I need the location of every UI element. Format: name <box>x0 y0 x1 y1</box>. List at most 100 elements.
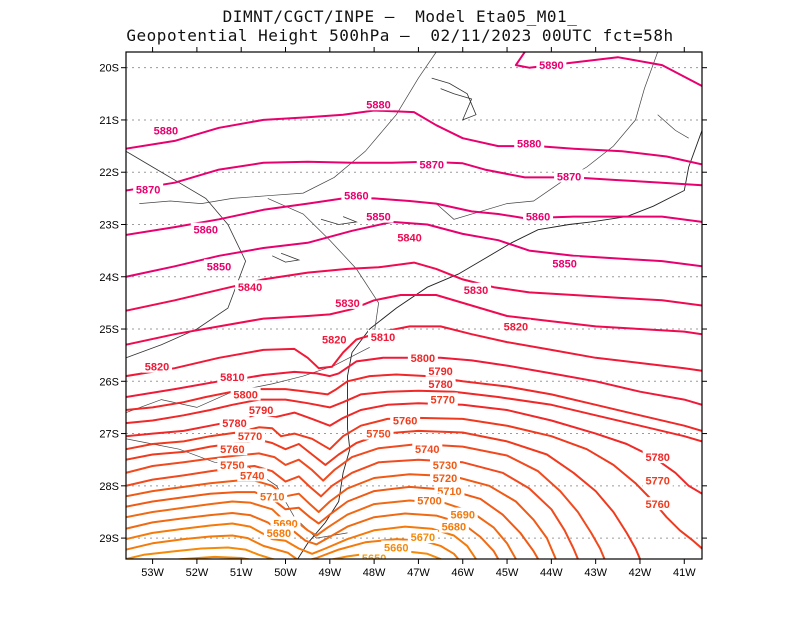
contour-label: 5650 <box>362 553 386 565</box>
contour-label-bg <box>246 403 277 417</box>
contour-label: 5820 <box>322 334 346 346</box>
contour-label: 5730 <box>433 460 457 472</box>
lat-tick-label: 28S <box>99 481 119 493</box>
contour-label: 5680 <box>267 528 291 540</box>
contour-label-bg <box>414 493 445 507</box>
contour-label: 5860 <box>194 225 218 237</box>
contour-label-bg <box>363 209 394 223</box>
state-border <box>139 52 437 204</box>
contour-label: 5680 <box>442 522 466 534</box>
contour-label-bg <box>341 188 372 202</box>
contour-label: 5800 <box>411 353 435 365</box>
lon-tick-label: 49W <box>319 567 342 579</box>
contour-label-bg <box>407 350 438 364</box>
contour-label-bg <box>217 457 248 471</box>
contour-line-5720 <box>126 485 540 559</box>
lat-tick-label: 25S <box>99 324 119 336</box>
contour-label-bg <box>363 426 394 440</box>
contour-label-bg <box>219 416 250 430</box>
contour-line-5790 <box>126 389 702 443</box>
contour-label-bg <box>549 256 580 270</box>
contour-label-bg <box>514 136 545 150</box>
contour-label-bg <box>642 450 673 464</box>
contour-label-bg <box>367 329 398 343</box>
contour-label-bg <box>319 332 350 346</box>
latitude-axis: 20S 21S 22S 23S 24S 25S 26S 27S 28S 29S <box>99 63 707 545</box>
contour-label: 5840 <box>238 282 262 294</box>
contour-label: 5780 <box>645 452 669 464</box>
contour-label: 5770 <box>431 395 455 407</box>
contour-label: 5790 <box>249 405 273 417</box>
contour-line-5860 <box>126 197 702 236</box>
lon-tick-label: 42W <box>629 567 652 579</box>
contour-label: 5820 <box>145 362 169 374</box>
contour-label-bg <box>500 319 531 333</box>
contour-label: 5710 <box>260 491 284 503</box>
lon-tick-label: 46W <box>451 567 474 579</box>
contour-label: 5860 <box>526 212 550 224</box>
lon-tick-label: 43W <box>584 567 607 579</box>
contour-label-bg <box>332 295 363 309</box>
contour-label-bg <box>642 497 673 511</box>
contour-label-bg <box>425 363 456 377</box>
longitude-axis: 53W 52W 51W 50W 49W 48W 47W 46W 45W 44W 43W 42W 41W <box>141 47 696 579</box>
lon-tick-label: 50W <box>274 567 297 579</box>
lat-tick-label: 20S <box>99 63 119 75</box>
contour-label: 5850 <box>207 261 231 273</box>
contour-label: 5880 <box>154 125 178 137</box>
contour-label-bg <box>235 429 266 443</box>
contour-label: 5810 <box>220 372 244 384</box>
contour-label-bg <box>642 473 673 487</box>
contour-label: 5850 <box>552 259 576 271</box>
lake-outline <box>431 77 477 121</box>
contour-label: 5790 <box>428 366 452 378</box>
contour-label-bg <box>190 222 221 236</box>
lake-outline <box>272 252 301 263</box>
contour-label-bg <box>359 550 390 559</box>
contour-label: 5830 <box>335 298 359 310</box>
contour-label-bg <box>430 470 461 484</box>
contour-line-5690 <box>126 522 477 559</box>
contour-line-5730 <box>126 473 557 559</box>
contour-label: 5870 <box>557 171 581 183</box>
contour-labels: 5890 5880 5880 5880 5870 5870 5870 5860 5860 5860… <box>133 58 673 565</box>
contour-label-bg <box>363 97 394 111</box>
contour-label: 5750 <box>366 429 390 441</box>
contour-label: 5870 <box>136 184 160 196</box>
contour-label-bg <box>257 489 288 503</box>
contour-label: 5890 <box>539 60 563 72</box>
contour-label-bg <box>230 387 261 401</box>
contour-label-bg <box>461 282 492 296</box>
lat-tick-label: 26S <box>99 376 119 388</box>
lon-tick-label: 45W <box>496 567 519 579</box>
contour-line-5830 <box>126 294 702 346</box>
contour-label-bg <box>394 230 425 244</box>
contour-label: 5840 <box>397 233 421 245</box>
contour-label-bg <box>407 530 438 544</box>
contour-label-bg <box>416 157 447 171</box>
lon-tick-label: 41W <box>673 567 696 579</box>
contour-label-bg <box>427 392 458 406</box>
contour-label-bg <box>217 370 248 384</box>
lat-tick-label: 23S <box>99 219 119 231</box>
contour-label: 5770 <box>238 431 262 443</box>
contour-line-5740 <box>126 458 579 559</box>
contour-label-bg <box>536 58 567 72</box>
contour-line-5870 <box>126 160 702 192</box>
lon-tick-label: 47W <box>407 567 430 579</box>
contour-label: 5740 <box>240 470 264 482</box>
contour-line-5660 <box>171 555 410 559</box>
lat-tick-label: 27S <box>99 429 119 441</box>
contour-label: 5760 <box>645 499 669 511</box>
lat-tick-label: 29S <box>99 533 119 545</box>
contour-line-5890 <box>514 52 702 87</box>
contour-line-5750 <box>126 443 606 559</box>
chart-title-line-1: DIMNT/CGCT/INPE — Model Eta05_M01_ <box>222 7 578 26</box>
contour-label: 5830 <box>464 285 488 297</box>
contour-label: 5870 <box>419 159 443 171</box>
contour-label: 5780 <box>428 379 452 391</box>
contour-label: 5720 <box>433 473 457 485</box>
contour-label: 5660 <box>384 543 408 555</box>
lat-tick-label: 21S <box>99 115 119 127</box>
